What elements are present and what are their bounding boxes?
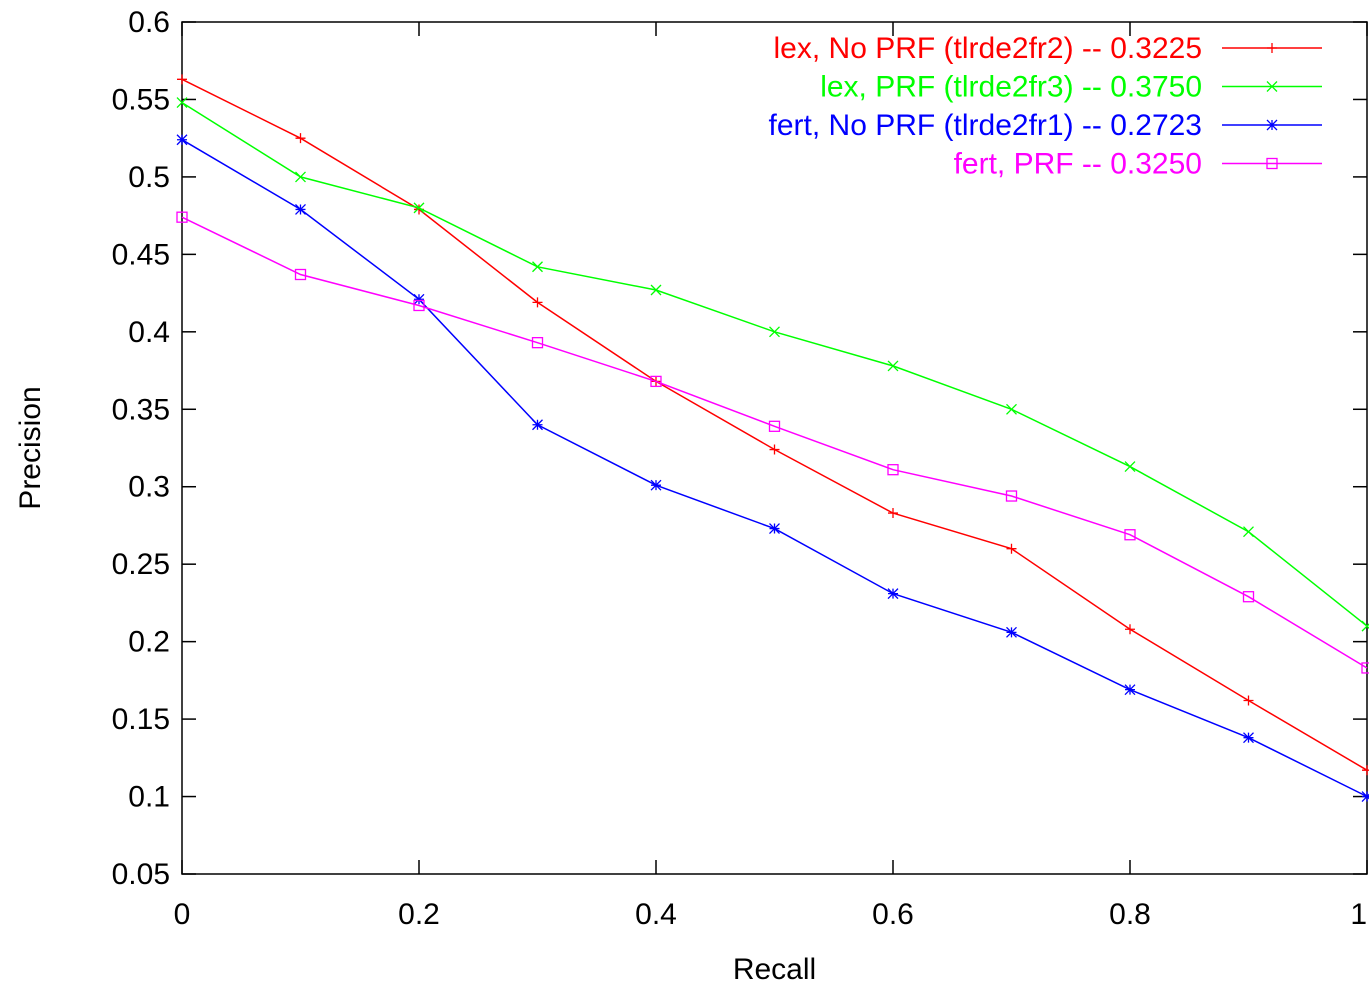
data-point (176, 211, 188, 223)
y-tick-label: 0.45 (112, 238, 170, 271)
data-point (295, 133, 306, 144)
data-point (532, 261, 543, 273)
y-axis-title: Precision (14, 386, 47, 509)
legend-marker (1266, 119, 1278, 131)
data-point (769, 444, 780, 455)
y-tick-label: 0.35 (112, 393, 170, 426)
data-point (413, 202, 425, 214)
x-tick-label: 0.2 (398, 898, 440, 931)
data-point (295, 171, 306, 183)
data-point (1124, 529, 1136, 541)
data-point (295, 203, 306, 215)
y-tick-label: 0.2 (128, 626, 170, 659)
data-point (1361, 791, 1369, 803)
data-point (176, 97, 188, 109)
y-tick-label: 0.1 (128, 781, 170, 814)
legend-label: fert, PRF -- 0.3250 (954, 148, 1202, 181)
legend-entry: lex, No PRF (tlrde2fr2) -- 0.3225 (774, 32, 1322, 65)
series-lines (176, 74, 1369, 803)
series-4 (176, 211, 1369, 674)
legend-label: fert, No PRF (tlrde2fr1) -- 0.2723 (769, 109, 1202, 142)
legend-marker (1266, 81, 1278, 92)
y-tick-label: 0.6 (128, 6, 170, 39)
data-point (1124, 684, 1136, 696)
y-tick-label: 0.3 (128, 471, 170, 504)
data-point (1006, 626, 1017, 638)
data-point (650, 375, 662, 388)
y-tick-label: 0.25 (112, 548, 170, 581)
data-point (887, 360, 899, 372)
data-point (650, 479, 662, 491)
y-tick-label: 0.05 (112, 858, 170, 891)
x-tick-label: 0.8 (1109, 898, 1151, 931)
x-axis-title: Recall (733, 953, 816, 986)
legend-label: lex, No PRF (tlrde2fr2) -- 0.3225 (774, 32, 1202, 65)
series-line (181, 78, 1368, 771)
x-tick-label: 0.4 (635, 898, 677, 931)
data-point (1006, 543, 1017, 554)
data-point (176, 134, 188, 146)
data-point (413, 299, 425, 312)
data-point (1243, 695, 1254, 706)
data-point (1361, 620, 1369, 632)
data-point (532, 419, 543, 431)
legend-marker (1266, 157, 1278, 170)
legend-entry: fert, PRF -- 0.3250 (954, 148, 1322, 181)
data-point (1361, 662, 1369, 674)
data-point (1242, 591, 1255, 603)
x-tick-label: 0.6 (872, 898, 914, 931)
data-point (532, 297, 543, 308)
data-point (531, 337, 544, 349)
plot-frame (181, 21, 1368, 875)
data-point (769, 523, 780, 535)
y-tick-label: 0.4 (128, 316, 170, 349)
axes: 0.05 0.1 0.15 0.2 0.25 0.3 0.35 0.4 0.45 0.5 0.55 0… (112, 6, 1368, 931)
y-tick-label: 0.15 (112, 703, 170, 736)
x-tick-label: 1 (1350, 898, 1367, 931)
legend-entry: fert, No PRF (tlrde2fr1) -- 0.2723 (769, 109, 1322, 142)
data-point (650, 284, 662, 296)
series-3 (176, 134, 1369, 803)
series-line (181, 101, 1368, 627)
series-line (181, 216, 1368, 669)
legend-entry: lex, PRF (tlrde2fr3) -- 0.3750 (820, 71, 1322, 104)
x-tick-label: 0 (174, 898, 191, 931)
data-point (768, 420, 781, 432)
y-tick-label: 0.55 (112, 83, 170, 116)
legend-label: lex, PRF (tlrde2fr3) -- 0.3750 (820, 71, 1202, 104)
data-point (177, 74, 187, 85)
legend: lex, No PRF (tlrde2fr2) -- 0.3225 lex, PR… (769, 32, 1322, 181)
legend-marker (1267, 43, 1277, 53)
data-point (413, 293, 425, 305)
y-tick-label: 0.5 (128, 161, 170, 194)
data-point (294, 268, 307, 281)
data-point (887, 464, 899, 476)
data-point (1125, 624, 1135, 635)
data-point (1243, 526, 1254, 538)
data-point (1124, 461, 1136, 473)
data-point (1362, 765, 1369, 776)
data-point (1005, 490, 1018, 502)
data-point (1006, 403, 1017, 415)
series-line (181, 139, 1368, 798)
data-point (1243, 732, 1254, 744)
data-point (887, 588, 899, 600)
data-point (888, 508, 898, 519)
series-2 (176, 97, 1369, 632)
data-point (769, 326, 780, 338)
